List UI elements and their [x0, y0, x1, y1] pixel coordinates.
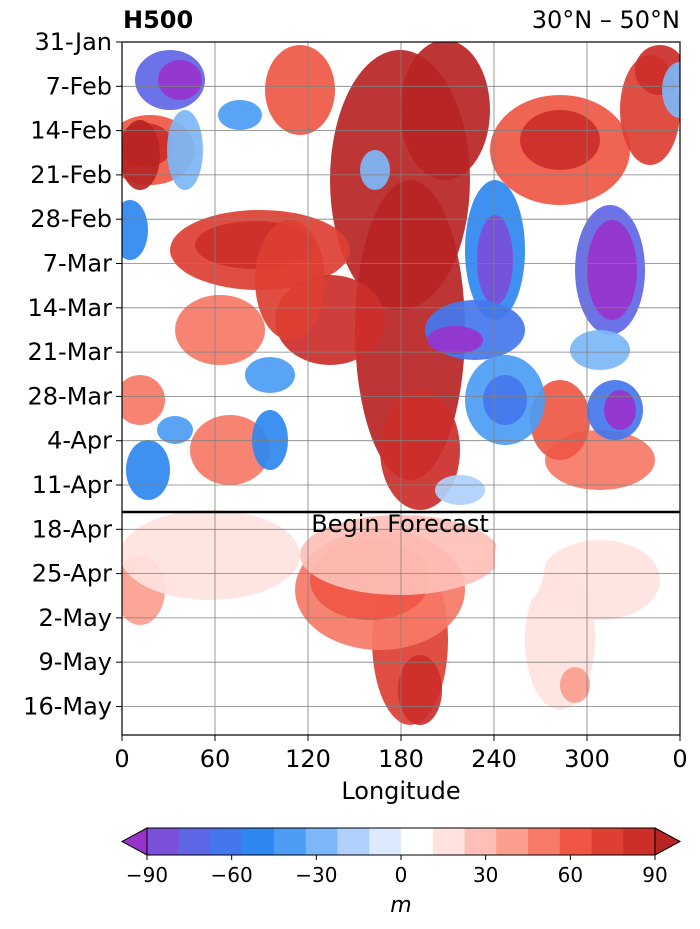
x-tick-label: 0 [672, 745, 687, 773]
anomaly-patch [483, 375, 527, 425]
colorbar-label: m [390, 893, 411, 918]
anomaly-patch [360, 150, 390, 190]
colorbar-box [464, 828, 497, 855]
anomaly-patch [380, 390, 460, 510]
colorbar-tick-label: 90 [642, 863, 667, 887]
anomaly-patch [255, 220, 325, 340]
colorbar-tick-label: −60 [211, 863, 253, 887]
x-tick-label: 60 [200, 745, 231, 773]
anomaly-field [122, 42, 680, 735]
anomaly-patch [604, 390, 636, 430]
anomaly-patch [662, 62, 680, 118]
anomaly-patch [157, 416, 193, 444]
colorbar-box [401, 828, 434, 855]
chart-title-right: 30°N – 50°N [531, 6, 680, 34]
colorbar-box [242, 828, 275, 855]
x-tick-label: 300 [564, 745, 610, 773]
anomaly-patch [190, 415, 270, 485]
anomaly-patch [126, 440, 170, 500]
colorbar-box [623, 828, 656, 855]
anomaly-patch [570, 330, 630, 370]
colorbar-box [274, 828, 307, 855]
anomaly-patch [122, 375, 165, 425]
y-tick-label: 7-Mar [43, 250, 112, 278]
y-tick-label: 21-Feb [30, 161, 112, 189]
colorbar-box [210, 828, 243, 855]
colorbar-box [559, 828, 592, 855]
colorbar-box [432, 828, 465, 855]
colorbar-box [369, 828, 402, 855]
y-tick-label: 2-May [38, 604, 112, 632]
anomaly-patch [398, 655, 442, 725]
colorbar-extend-high [654, 827, 682, 856]
anomaly-patch [427, 326, 483, 354]
colorbar-box [337, 828, 370, 855]
anomaly-patch [300, 515, 500, 595]
colorbar-box [591, 828, 624, 855]
anomaly-patch [435, 475, 485, 505]
x-axis-label: Longitude [341, 777, 460, 805]
colorbar-box [496, 828, 529, 855]
anomaly-patch [587, 220, 637, 320]
anomaly-patch [158, 60, 202, 100]
anomaly-patch [520, 110, 600, 170]
anomaly-patch [540, 540, 660, 620]
y-tick-label: 14-Mar [28, 294, 113, 322]
anomaly-patch [495, 515, 545, 605]
colorbar-tick-label: −90 [126, 863, 168, 887]
anomaly-patch [215, 650, 265, 730]
y-tick-label: 11-Apr [32, 471, 112, 499]
anomaly-patch [477, 215, 513, 305]
y-tick-label: 14-Feb [30, 117, 112, 145]
y-tick-label: 7-Feb [46, 72, 112, 100]
colorbar-box [178, 828, 211, 855]
x-tick-label: 0 [114, 745, 129, 773]
colorbar: −90 −60 −30 0 30 60 90 m [120, 827, 682, 918]
x-tick-label: 180 [378, 745, 424, 773]
y-tick-label: 28-Mar [28, 382, 113, 410]
anomaly-patch [560, 667, 590, 703]
anomaly-patch [122, 200, 148, 260]
y-tick-label: 25-Apr [32, 560, 112, 588]
chart-title-left: H500 [123, 6, 194, 34]
y-tick-label: 28-Feb [30, 205, 112, 233]
y-tick-label: 16-May [23, 693, 112, 721]
y-tick-label: 18-Apr [32, 515, 112, 543]
anomaly-patch [400, 42, 490, 180]
y-tick-label: 21-Mar [28, 338, 113, 366]
colorbar-tick-label: 60 [558, 863, 583, 887]
colorbar-box [305, 828, 338, 855]
x-tick-label: 240 [471, 745, 517, 773]
gridlines [122, 42, 680, 735]
anomaly-patch [218, 100, 262, 130]
y-tick-label: 9-May [38, 648, 112, 676]
colorbar-tick-label: −30 [295, 863, 337, 887]
colorbar-extend-low [120, 827, 148, 856]
colorbar-box [528, 828, 561, 855]
anomaly-patch [265, 45, 335, 135]
forecast-label: Begin Forecast [311, 510, 489, 538]
colorbar-tick-label: 0 [395, 863, 408, 887]
colorbar-tick-label: 30 [473, 863, 498, 887]
anomaly-patch [167, 110, 203, 190]
anomaly-patch [122, 120, 160, 190]
y-tick-label: 31-Jan [34, 28, 112, 56]
colorbar-box [147, 828, 180, 855]
anomaly-patch [245, 357, 295, 393]
anomaly-patch [252, 410, 288, 470]
x-tick-label: 120 [285, 745, 331, 773]
y-tick-label: 4-Apr [47, 427, 112, 455]
anomaly-patch [175, 295, 265, 365]
anomaly-patch [122, 510, 300, 600]
